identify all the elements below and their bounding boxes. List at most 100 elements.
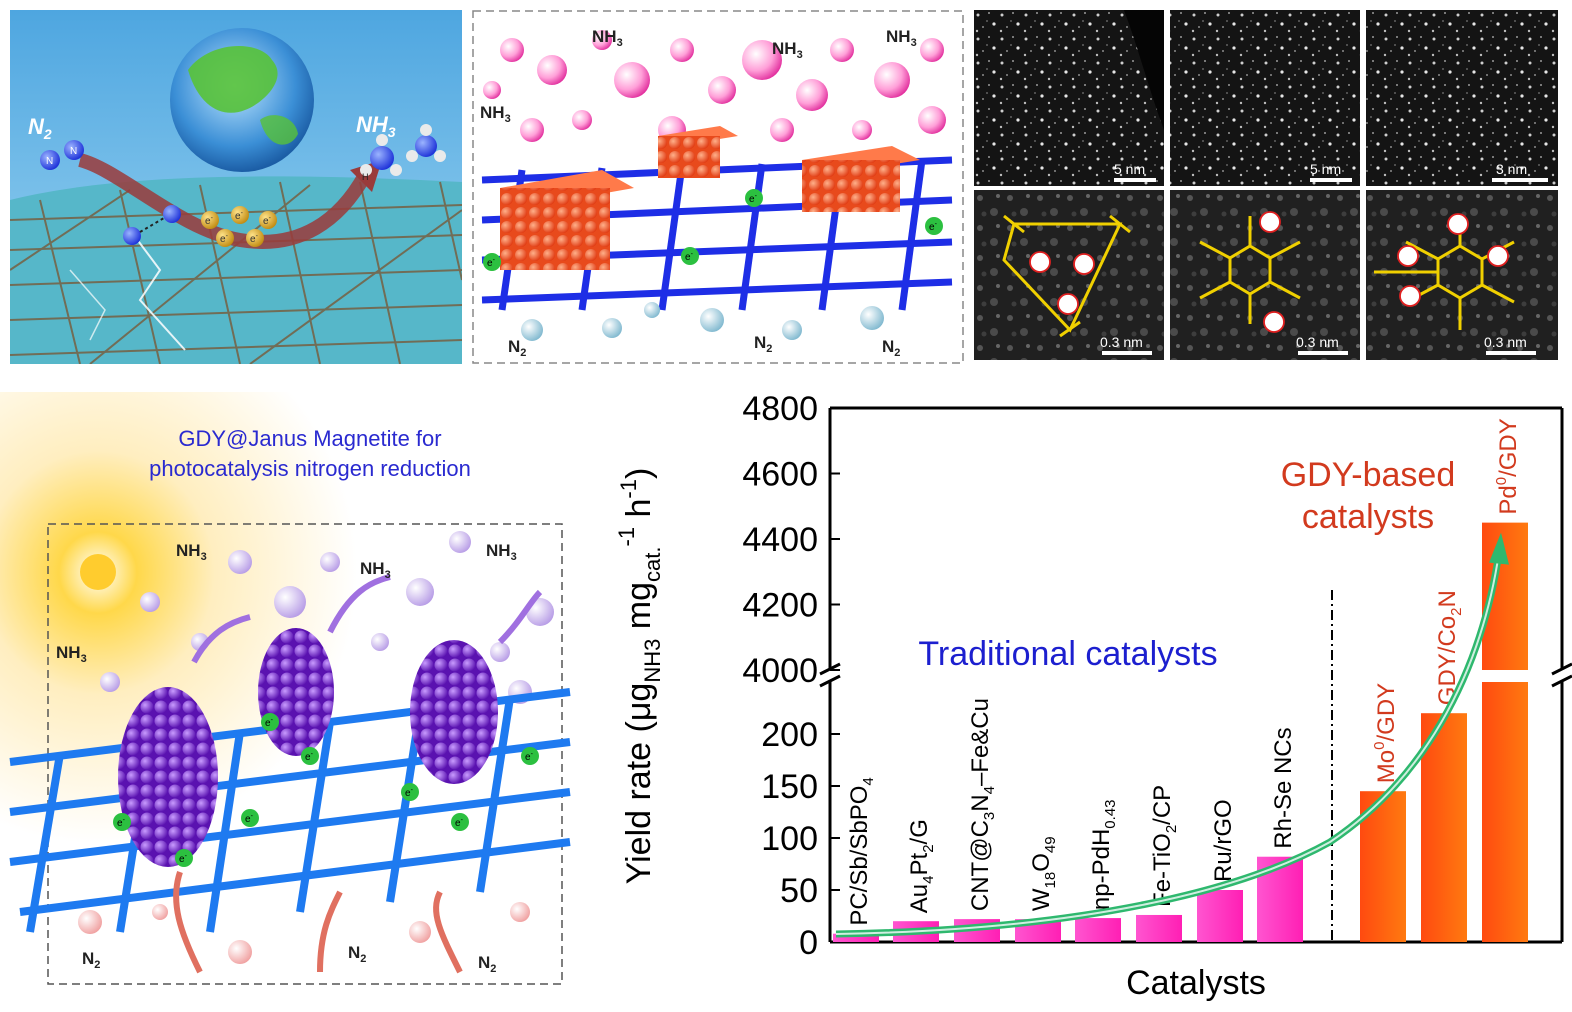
panel-c-svg: 5 nm 5 nm 3 nm 0.3 nm 0.3 nm 0.3 nm — [974, 10, 1558, 360]
category-label-part: 0 — [1371, 742, 1388, 750]
category-label-part: Pd — [1495, 485, 1522, 514]
category-label-part: 3 — [981, 812, 998, 820]
category-label-part: 2 — [1448, 607, 1465, 615]
n2-label: N2 — [478, 953, 496, 975]
category-label-part: W — [1028, 888, 1055, 911]
panel-d-title-line2: photocatalysis nitrogen reduction — [149, 456, 471, 481]
svg-text:H: H — [362, 172, 369, 182]
category-label-part: Fe-TiO — [1149, 833, 1176, 907]
scale-bar — [1298, 351, 1348, 355]
category-label: W18O49 — [1028, 836, 1059, 911]
scale-bar-label: 0.3 nm — [1484, 334, 1527, 350]
scale-bar — [1114, 178, 1156, 182]
y-tick-label: 150 — [761, 768, 818, 806]
nh3-label: NH3 — [886, 27, 917, 49]
category-label: Au4Pt2/G — [906, 819, 937, 913]
nh3-molecule-icon: H — [360, 134, 402, 182]
nh3-molecule-icon — [406, 124, 446, 162]
n2-label: N2 — [754, 333, 772, 355]
y-tick-label: 4000 — [742, 652, 818, 690]
category-label-part: N — [967, 794, 994, 811]
nh3-label: NH3 — [592, 27, 623, 49]
catalyst-cube — [802, 146, 920, 212]
n-atom-label: N — [70, 146, 77, 157]
svg-text:e-: e- — [749, 193, 758, 205]
category-label: np-PdH0.43 — [1088, 800, 1119, 911]
category-label: PC/Sb/SbPO4 — [846, 777, 877, 925]
electron-cluster: e- e- e- e- e- — [201, 206, 277, 247]
category-label: Fe-TiO2/CP — [1149, 785, 1180, 907]
panel-a-nitrogen-fixation-illustration: N N N2 e- e- e- e- e- H — [10, 10, 462, 364]
magnetite-particle — [258, 628, 334, 756]
panel-e-yield-rate-chart: 0 50 100 150 200 4000 4200 4400 4600 4800 Yield ra… — [600, 380, 1572, 1010]
category-label-part: Rh-Se NCs — [1270, 727, 1297, 848]
y-axis-title-part: ) — [620, 468, 658, 479]
stem-image-2 — [1170, 10, 1360, 186]
panel-b-svg: e- e- e- e- NH3 NH3 NH3 NH3 N2 N2 N2 — [472, 10, 964, 364]
category-label: Rh-Se NCs — [1270, 727, 1297, 848]
svg-text:e-: e- — [245, 813, 254, 825]
category-label: Pd0/GDY — [1493, 418, 1522, 514]
bar — [1197, 890, 1243, 942]
bar — [1075, 918, 1121, 942]
category-label-part: /GDY — [1495, 418, 1522, 477]
nh3-bubble-cluster — [100, 531, 554, 704]
svg-text:e-: e- — [205, 215, 214, 227]
svg-text:e-: e- — [263, 215, 272, 227]
category-label-part: N — [1434, 590, 1461, 607]
category-label-part: CNT@C — [967, 820, 994, 911]
triangle-structure-overlay — [1002, 214, 1131, 338]
n2-atom-icon — [40, 150, 60, 170]
hexagon-structure-overlay — [1199, 216, 1301, 324]
y-tick-label: 200 — [761, 716, 818, 754]
category-label-part: –Fe&Cu — [967, 698, 994, 786]
category-label-part: Mo — [1373, 750, 1400, 783]
y-axis-title-part: -1 — [616, 479, 641, 499]
catalyst-cube — [500, 170, 634, 270]
category-label-part: /GDY — [1373, 683, 1400, 742]
n2-bubble-cluster — [521, 302, 884, 341]
nh3-label: NH3 — [360, 559, 391, 581]
category-label-part: /CP — [1149, 785, 1176, 825]
y-axis-title-part: -1 — [614, 527, 639, 547]
category-label-part: np-PdH — [1088, 829, 1115, 910]
y-axis-title-part: Yield rate ( — [620, 720, 658, 884]
electron-marker: e- e- e- e- — [483, 189, 943, 271]
category-label: CNT@C3N4–Fe&Cu — [967, 698, 998, 911]
magnetite-particle — [118, 687, 218, 867]
category-label-part: 4 — [920, 875, 937, 883]
scale-bar — [1310, 178, 1352, 182]
panel-c-microscopy-grid: 5 nm 5 nm 3 nm 0.3 nm 0.3 nm 0.3 nm — [974, 10, 1558, 360]
svg-text:e-: e- — [929, 221, 938, 233]
panel-a-svg: N N N2 e- e- e- e- e- H — [10, 10, 462, 364]
svg-text:e-: e- — [235, 210, 244, 222]
scale-bar-label: 0.3 nm — [1100, 334, 1143, 350]
category-label-part: PC/Sb/SbPO — [846, 786, 873, 926]
category-label-part: 2 — [920, 844, 937, 852]
scale-bar-label: 5 nm — [1114, 161, 1145, 177]
n2-label: N2 — [82, 949, 100, 971]
gdy-group-label: GDY-based — [1281, 456, 1456, 494]
scale-bar-label: 3 nm — [1496, 161, 1527, 177]
catalyst-cube — [658, 126, 738, 178]
svg-text:e-: e- — [525, 751, 534, 763]
x-axis-title: Catalysts — [1126, 964, 1266, 1002]
panel-d-svg: GDY@Janus Magnetite for photocatalysis n… — [0, 392, 576, 994]
y-axis-title-part: mg — [620, 582, 658, 639]
svg-text:e-: e- — [265, 717, 274, 729]
svg-text:e-: e- — [455, 817, 464, 829]
n2-bubble-cluster — [78, 902, 530, 964]
category-label-part: /G — [906, 819, 933, 844]
category-label-part: Ru/rGO — [1210, 799, 1237, 882]
category-label-part: 18 — [1042, 872, 1059, 889]
traditional-group-label: Traditional catalysts — [918, 635, 1217, 673]
nh3-label: NH3 — [56, 643, 87, 665]
y-tick-label: 0 — [799, 924, 818, 962]
category-label-part: 2 — [1163, 825, 1180, 833]
n2-label: N2 — [348, 943, 366, 965]
svg-text:e-: e- — [250, 233, 259, 245]
nh3-label: NH3 — [480, 103, 511, 125]
n2-label: N2 — [508, 337, 526, 359]
n2-atom-icon — [64, 140, 84, 160]
